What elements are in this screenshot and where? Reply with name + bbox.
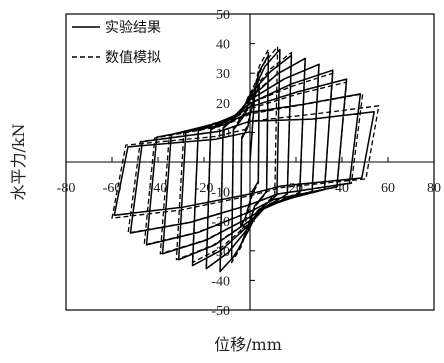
y-tick-label--50: -50 (211, 304, 230, 319)
y-tick-label--40: -40 (211, 274, 230, 289)
x-tick-label-80: 80 (427, 181, 441, 196)
legend: 实验结果 数值模拟 (72, 20, 161, 66)
x-axis-title: 位移/mm (214, 335, 282, 354)
legend-label-experiment: 实验结果 (105, 20, 161, 36)
y-tick-label-30: 30 (216, 67, 230, 82)
y-tick-label-20: 20 (216, 97, 230, 112)
x-tick-label--40: -40 (149, 181, 168, 196)
x-tick-label--80: -80 (57, 181, 76, 196)
series-layer (111, 45, 380, 273)
series-simulation-line (111, 45, 380, 273)
legend-label-simulation: 数值模拟 (105, 50, 161, 66)
y-tick-label--10: -10 (211, 186, 230, 201)
y-tick-label-50: 50 (216, 8, 230, 23)
x-tick-label-60: 60 (381, 181, 395, 196)
y-axis-title: 水平力/kN (9, 123, 28, 200)
y-tick-label-40: 40 (216, 38, 230, 53)
